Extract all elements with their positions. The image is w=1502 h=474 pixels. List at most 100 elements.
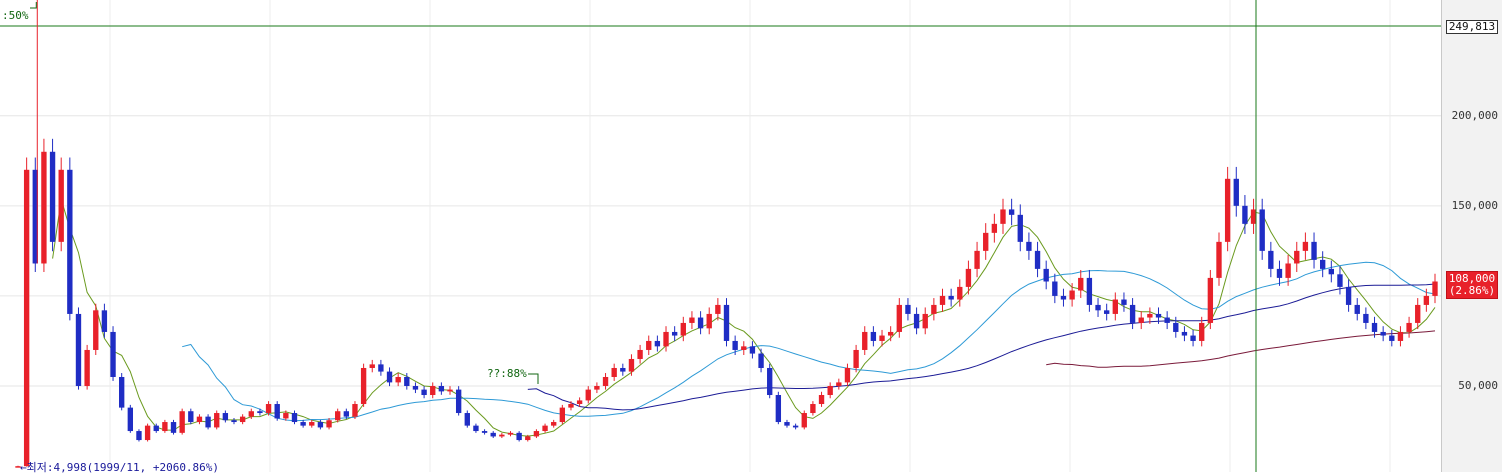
candle-body-83 [732, 340, 738, 350]
candle-body-74 [654, 340, 661, 347]
candle-body-25 [231, 420, 237, 423]
candle-body-162 [1415, 304, 1421, 323]
candle-body-114 [1000, 209, 1006, 224]
candle-body-107 [939, 295, 946, 305]
candle-body-30 [274, 404, 280, 419]
candle-body-144 [1259, 209, 1265, 251]
candle-body-148 [1294, 250, 1300, 264]
candle-body-135 [1181, 331, 1188, 336]
candle-body-157 [1371, 322, 1378, 332]
current-price-value: 108,000 [1448, 272, 1496, 285]
candle-body-111 [974, 250, 980, 269]
y-tick-label-0: 200,000 [1451, 108, 1498, 122]
candle-body-119 [1043, 268, 1049, 282]
candle-body-163 [1423, 295, 1430, 305]
candle-body-109 [957, 286, 963, 300]
candle-body-5 [58, 169, 64, 242]
candle-body-141 [1233, 178, 1239, 206]
candle-body-59 [525, 436, 531, 441]
candle-body-133 [1164, 317, 1170, 323]
candle-body-155 [1354, 304, 1360, 314]
candle-body-45 [404, 376, 410, 386]
candle-body-145 [1268, 250, 1274, 269]
candle-body-72 [637, 349, 643, 359]
candle-body-44 [395, 376, 401, 383]
candle-body-55 [490, 432, 496, 437]
current-price-change: (2.86%) [1448, 284, 1496, 297]
candle-body-2 [32, 169, 38, 264]
candle-body-46 [412, 386, 419, 390]
candle-body-34 [309, 422, 315, 426]
ma-line-20 [182, 261, 1436, 422]
candle-body-124 [1086, 277, 1093, 305]
candle-body-18 [170, 422, 177, 433]
candle-body-106 [931, 304, 937, 314]
candle-body-67 [594, 386, 600, 390]
candle-body-79 [697, 317, 704, 329]
candle-body-31 [283, 413, 289, 419]
candle-body-52 [464, 413, 470, 426]
candle-body-14 [136, 431, 142, 441]
candle-body-115 [1008, 209, 1015, 215]
candle-body-48 [430, 386, 436, 396]
candle-body-41 [369, 364, 375, 368]
ma-line-5 [52, 199, 1436, 437]
candle-body-122 [1069, 290, 1075, 300]
candle-body-123 [1078, 277, 1084, 291]
candle-body-12 [119, 376, 125, 408]
candle-body-154 [1345, 286, 1352, 305]
candle-body-63 [559, 407, 566, 423]
candle-body-85 [749, 346, 756, 354]
candle-body-1 [23, 169, 30, 467]
high-marker-label: :50% [2, 9, 29, 22]
candle-body-24 [222, 413, 229, 421]
candle-body-8 [84, 349, 90, 386]
candle-body-138 [1207, 277, 1214, 323]
candle-body-0 [15, 466, 21, 468]
candle-body-127 [1112, 299, 1118, 314]
candle-body-110 [965, 268, 972, 287]
candle-body-39 [352, 404, 358, 417]
candle-body-132 [1155, 313, 1162, 318]
candle-body-69 [611, 367, 617, 377]
ma-line-60 [527, 283, 1436, 411]
candle-body-35 [317, 422, 324, 428]
candle-body-19 [179, 411, 185, 433]
candle-body-149 [1302, 241, 1309, 251]
candle-body-64 [568, 404, 574, 408]
candle-body-84 [741, 346, 747, 350]
candle-body-9 [93, 310, 99, 350]
candle-body-7 [75, 313, 82, 386]
candle-body-131 [1147, 313, 1153, 318]
candle-body-50 [447, 389, 453, 392]
candle-body-37 [335, 411, 341, 421]
candle-body-65 [576, 400, 583, 405]
candle-body-136 [1190, 335, 1196, 341]
candle-body-11 [110, 331, 116, 377]
candle-body-47 [421, 389, 427, 396]
candle-body-87 [767, 367, 773, 396]
candle-body-70 [620, 367, 626, 372]
candle-body-94 [827, 386, 833, 396]
candle-body-71 [628, 358, 635, 372]
candle-body-38 [343, 411, 350, 417]
candle-body-54 [481, 431, 488, 433]
candle-body-161 [1406, 322, 1412, 332]
high-marker-arrow [30, 2, 37, 9]
candle-body-105 [922, 313, 928, 329]
candle-body-92 [810, 404, 816, 414]
candle-body-97 [853, 349, 859, 368]
candle-body-151 [1319, 259, 1326, 269]
candle-body-26 [239, 416, 246, 423]
candle-body-42 [378, 364, 384, 372]
candle-body-93 [818, 395, 825, 405]
candle-body-33 [300, 422, 306, 426]
candle-body-62 [551, 422, 557, 426]
grid-lines [0, 0, 1441, 472]
candle-body-75 [663, 331, 669, 347]
candle-body-89 [784, 422, 790, 426]
reference-price-label: 249,813 [1446, 20, 1498, 34]
candle-body-147 [1285, 263, 1291, 278]
candle-body-16 [153, 425, 159, 432]
candle-body-82 [723, 304, 730, 341]
